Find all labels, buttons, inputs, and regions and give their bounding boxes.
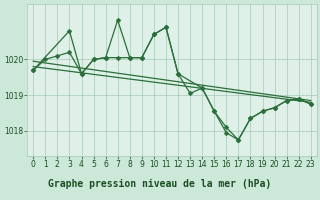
Text: Graphe pression niveau de la mer (hPa): Graphe pression niveau de la mer (hPa)	[48, 179, 272, 189]
